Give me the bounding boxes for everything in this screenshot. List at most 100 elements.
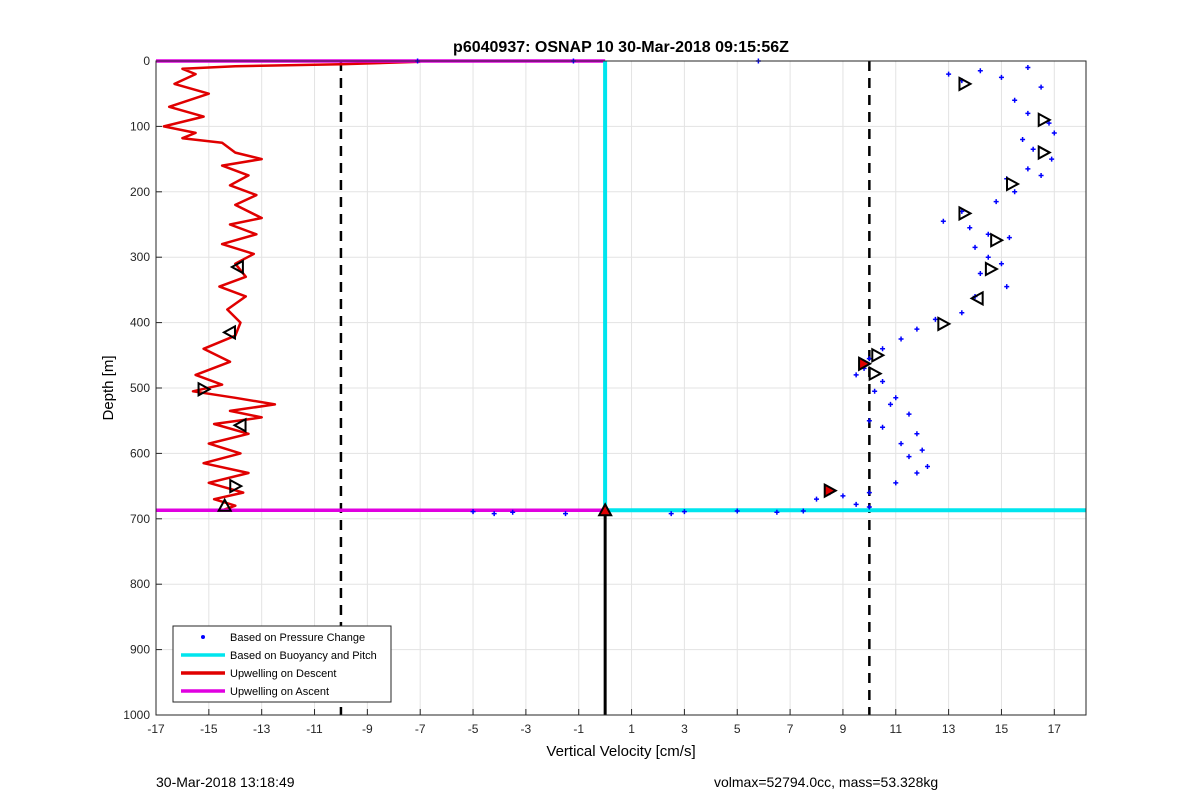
triangle-marker (229, 259, 244, 275)
x-tick-label: -11 (306, 722, 323, 736)
triangle-marker (1037, 112, 1052, 128)
x-tick-label: 17 (1048, 722, 1062, 736)
x-tick-label: 9 (840, 722, 847, 736)
data-point (985, 231, 991, 237)
triangle-marker (937, 316, 952, 332)
legend: Based on Pressure Change Based on Buoyanc… (172, 625, 392, 703)
series-line (162, 60, 421, 512)
data-point (470, 509, 476, 515)
y-tick-label: 500 (130, 381, 150, 395)
x-tick-label: 1 (628, 722, 635, 736)
data-point (977, 68, 983, 74)
data-point (985, 254, 991, 260)
data-point (993, 199, 999, 205)
data-point (800, 508, 806, 514)
x-tick-label: 7 (787, 722, 794, 736)
triangle-marker (871, 347, 886, 363)
triangle-marker (229, 478, 244, 494)
y-tick-label: 700 (130, 512, 150, 526)
chart-title: p6040937: OSNAP 10 30-Mar-2018 09:15:56Z (453, 39, 789, 56)
data-point (814, 496, 820, 502)
y-tick-label: 100 (130, 119, 150, 133)
data-point (972, 244, 978, 250)
data-point (872, 388, 878, 394)
data-point (924, 463, 930, 469)
data-point (1004, 284, 1010, 290)
data-point (1046, 120, 1052, 126)
x-tick-label: -17 (147, 722, 165, 736)
data-point (1012, 97, 1018, 103)
data-point (914, 470, 920, 476)
data-point (1025, 110, 1031, 116)
x-tick-label: -5 (468, 722, 479, 736)
y-tick-label: 600 (130, 446, 150, 460)
data-point (840, 493, 846, 499)
data-point (510, 509, 516, 515)
data-point (1038, 172, 1044, 178)
data-point (1051, 130, 1057, 136)
data-point (866, 490, 872, 496)
data-point (893, 480, 899, 486)
triangle-marker (969, 290, 984, 307)
y-tick-label: 300 (130, 250, 150, 264)
x-tick-label: 5 (734, 722, 741, 736)
y-tick-label: 400 (130, 316, 150, 330)
triangle-marker (221, 324, 236, 341)
x-tick-label: 13 (942, 722, 956, 736)
grid-lines (155, 60, 1086, 716)
data-point (906, 454, 912, 460)
data-point (853, 501, 859, 507)
data-point (491, 511, 497, 517)
legend-label: Upwelling on Descent (230, 668, 336, 680)
data-point (1049, 156, 1055, 162)
y-axis-label: Depth [m] (100, 355, 117, 420)
triangle-marker (958, 76, 973, 92)
data-point (946, 71, 952, 77)
data-point (898, 336, 904, 342)
data-point (1012, 189, 1018, 195)
data-point (893, 395, 899, 401)
legend-swatch (201, 635, 205, 639)
x-tick-label: -9 (362, 722, 373, 736)
footer-timestamp: 30-Mar-2018 13:18:49 (156, 774, 295, 790)
data-point (940, 218, 946, 224)
data-point (866, 356, 872, 362)
data-point (681, 509, 687, 515)
data-point (914, 326, 920, 332)
data-point (898, 441, 904, 447)
triangle-marker (823, 482, 838, 499)
y-tick-label: 1000 (123, 708, 150, 722)
data-point (1038, 84, 1044, 90)
data-point (880, 424, 886, 430)
legend-label: Based on Buoyancy and Pitch (230, 650, 377, 662)
x-tick-label: -15 (200, 722, 218, 736)
triangle-marker (1006, 176, 1021, 192)
data-point (906, 411, 912, 417)
legend-label: Based on Pressure Change (230, 632, 365, 644)
y-tick-label: 900 (130, 643, 150, 657)
data-point (774, 509, 780, 515)
data-point (563, 511, 569, 517)
x-tick-label: -3 (521, 722, 532, 736)
data-point (1030, 146, 1036, 152)
data-point (967, 225, 973, 231)
data-point (1006, 235, 1012, 241)
data-point (1025, 166, 1031, 172)
triangle-marker (868, 365, 883, 382)
data-point (959, 310, 965, 316)
triangle-marker (232, 417, 247, 433)
data-point (880, 346, 886, 352)
data-point (668, 511, 674, 517)
data-point (1020, 136, 1026, 142)
data-point (853, 372, 859, 378)
triangle-marker (990, 232, 1005, 248)
x-tick-label: -7 (415, 722, 426, 736)
triangle-marker (597, 502, 613, 517)
data-point (914, 431, 920, 437)
data-point (998, 74, 1004, 80)
data-point (919, 447, 925, 453)
data-point (734, 508, 740, 514)
y-tick-label: 800 (130, 577, 150, 591)
y-tick-label: 200 (130, 185, 150, 199)
